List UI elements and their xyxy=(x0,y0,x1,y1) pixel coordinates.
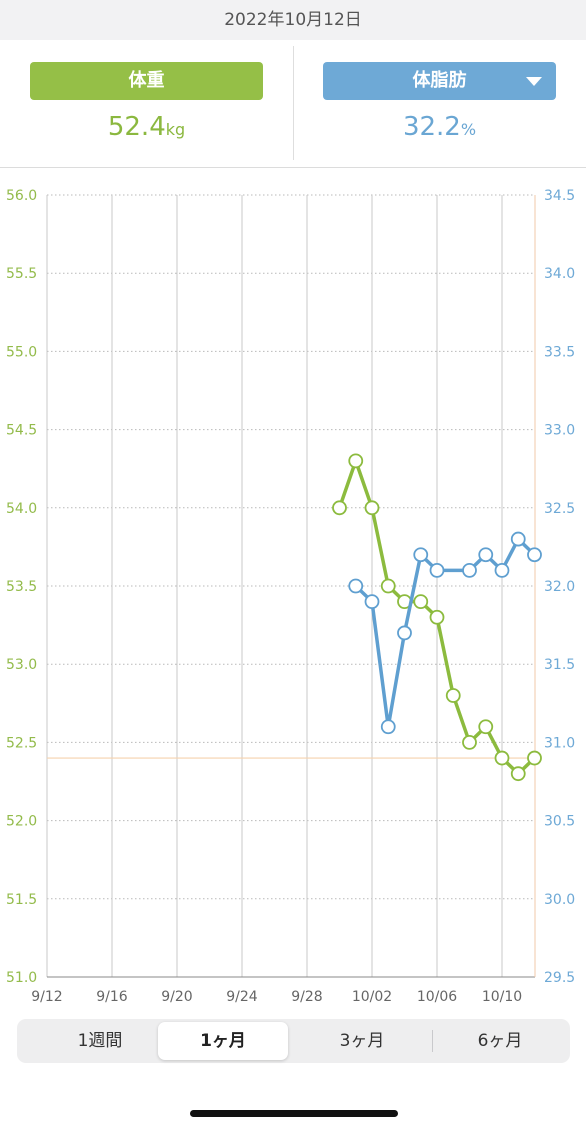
y-left-tick-label: 53.0 xyxy=(6,657,37,673)
y-left-tick-label: 55.5 xyxy=(6,266,37,282)
body-fat-data-point xyxy=(348,578,364,594)
y-right-tick-label: 31.5 xyxy=(544,657,575,673)
weight-data-point xyxy=(364,500,380,516)
weight-data-point xyxy=(462,735,477,750)
body-fat-selector[interactable]: 体脂肪 xyxy=(323,62,556,100)
body-fat-number: 32.2 xyxy=(402,112,461,142)
tab-3-months[interactable]: 3ヶ月 xyxy=(339,1031,385,1051)
weight-data-point xyxy=(510,766,526,782)
y-right-tick-label: 32.0 xyxy=(544,579,575,595)
y-right-tick-label: 29.5 xyxy=(544,970,575,986)
body-fat-data-point xyxy=(510,531,526,547)
body-fat-data-point xyxy=(380,719,396,735)
header-divider xyxy=(0,167,586,168)
x-tick-label: 10/06 xyxy=(417,989,457,1005)
y-right-tick-label: 32.5 xyxy=(544,501,575,517)
y-left-tick-label: 54.5 xyxy=(6,423,37,439)
y-right-tick-label: 30.0 xyxy=(544,892,575,908)
segment-separator xyxy=(432,1030,433,1052)
tab-1-month[interactable]: 1ヶ月 xyxy=(158,1022,288,1060)
y-left-tick-label: 52.0 xyxy=(6,814,37,830)
weight-data-point xyxy=(332,500,347,516)
y-left-tick-label: 51.5 xyxy=(6,892,37,908)
weight-data-point xyxy=(445,688,461,703)
panel-divider xyxy=(293,46,294,160)
weight-data-point xyxy=(527,750,542,766)
body-fat-value: 32.2% xyxy=(293,112,586,142)
body-fat-label: 体脂肪 xyxy=(412,70,467,91)
weight-unit: kg xyxy=(165,120,186,139)
y-right-tick-label: 34.0 xyxy=(544,266,575,282)
y-left-tick-label: 51.0 xyxy=(6,970,37,986)
home-indicator xyxy=(190,1110,398,1117)
y-left-tick-label: 55.0 xyxy=(6,344,37,360)
weight-data-point xyxy=(494,750,510,766)
x-tick-label: 9/12 xyxy=(31,989,62,1005)
body-fat-data-point xyxy=(429,562,445,578)
body-fat-data-point xyxy=(413,547,429,563)
body-fat-data-point xyxy=(527,547,542,563)
y-left-tick-label: 52.5 xyxy=(6,735,37,751)
y-right-tick-label: 31.0 xyxy=(544,735,575,751)
x-tick-label: 9/24 xyxy=(226,989,258,1005)
y-left-tick-label: 54.0 xyxy=(6,501,37,517)
x-tick-label: 10/10 xyxy=(482,989,522,1005)
x-tick-label: 10/02 xyxy=(352,989,392,1005)
x-tick-label: 9/28 xyxy=(291,989,322,1005)
body-fat-unit: % xyxy=(460,120,477,139)
weight-bodyfat-chart[interactable]: 56.0 55.5 55.0 54.5 54.0 53.5 53.0 52.5 52.0 51.5… xyxy=(0,170,586,1010)
date-header: 2022年10月12日 xyxy=(0,0,586,40)
weight-data-point xyxy=(413,594,429,610)
body-fat-data-point xyxy=(397,625,412,641)
weight-value: 52.4kg xyxy=(0,112,293,142)
weight-data-point xyxy=(348,453,364,469)
y-right-tick-label: 30.5 xyxy=(544,814,575,830)
body-fat-panel[interactable]: 体脂肪 32.2% xyxy=(293,40,586,168)
weight-label-button[interactable]: 体重 xyxy=(30,62,263,100)
body-fat-data-point xyxy=(494,562,510,578)
body-fat-data-point xyxy=(364,594,380,610)
weight-data-point xyxy=(429,609,445,625)
y-left-tick-label: 56.0 xyxy=(6,188,37,204)
y-left-tick-label: 53.5 xyxy=(6,579,37,595)
weight-panel[interactable]: 体重 52.4kg xyxy=(0,40,293,168)
tab-1-week[interactable]: 1週間 xyxy=(77,1031,123,1051)
weight-data-point xyxy=(380,578,396,594)
tab-6-months[interactable]: 6ヶ月 xyxy=(477,1031,523,1051)
period-segmented-control: 1週間 1ヶ月 3ヶ月 6ヶ月 xyxy=(17,1019,570,1063)
weight-number: 52.4 xyxy=(107,112,166,142)
body-fat-data-point xyxy=(462,562,477,578)
y-right-tick-label: 34.5 xyxy=(544,188,575,204)
chevron-down-icon xyxy=(526,77,542,86)
x-tick-label: 9/16 xyxy=(96,989,128,1005)
y-right-tick-label: 33.0 xyxy=(544,423,575,439)
x-tick-label: 9/20 xyxy=(161,989,192,1005)
weight-data-point xyxy=(478,719,494,735)
y-right-tick-label: 33.5 xyxy=(544,344,575,360)
body-fat-data-point xyxy=(478,547,494,563)
